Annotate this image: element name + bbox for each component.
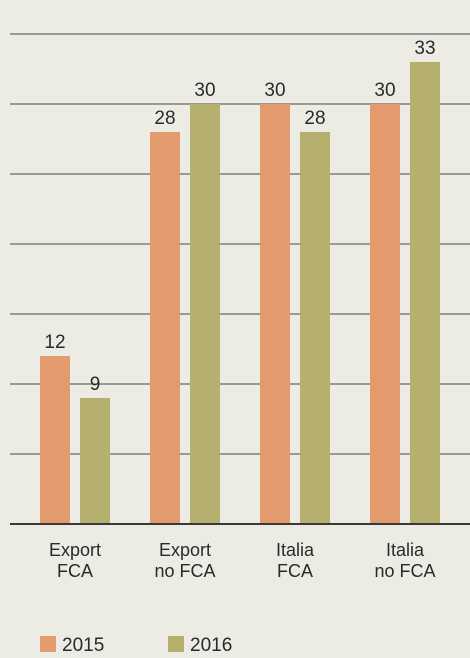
gridlines: [10, 33, 470, 455]
category-label: FCA: [57, 561, 93, 581]
legend-label: 2015: [62, 635, 104, 656]
category-label: no FCA: [154, 561, 215, 581]
legend-swatch-2016: [168, 636, 184, 652]
bars: [40, 62, 440, 524]
legend-label: 2016: [190, 635, 232, 656]
category-label: no FCA: [374, 561, 435, 581]
legend: 2015 2016: [40, 635, 232, 656]
value-label: 12: [44, 332, 65, 353]
value-label: 30: [264, 80, 285, 101]
value-label: 30: [374, 80, 395, 101]
category-label: Export: [159, 540, 211, 560]
category-label: Export: [49, 540, 101, 560]
bar-2016-0: [80, 398, 110, 524]
bar-2015-0: [40, 356, 70, 524]
category-label: Italia: [276, 540, 315, 560]
value-label: 30: [194, 80, 215, 101]
value-label: 28: [154, 108, 175, 129]
bar-2016-1: [190, 104, 220, 524]
value-label: 33: [414, 38, 435, 59]
legend-swatch-2015: [40, 636, 56, 652]
bar-2016-2: [300, 132, 330, 524]
value-label: 9: [90, 374, 101, 395]
category-label: FCA: [277, 561, 313, 581]
value-label: 28: [304, 108, 325, 129]
bar-2016-3: [410, 62, 440, 524]
category-label: Italia: [386, 540, 425, 560]
bar-2015-1: [150, 132, 180, 524]
value-labels: 12 9 28 30 30 28 30 33: [44, 38, 435, 395]
bar-2015-3: [370, 104, 400, 524]
bar-2015-2: [260, 104, 290, 524]
